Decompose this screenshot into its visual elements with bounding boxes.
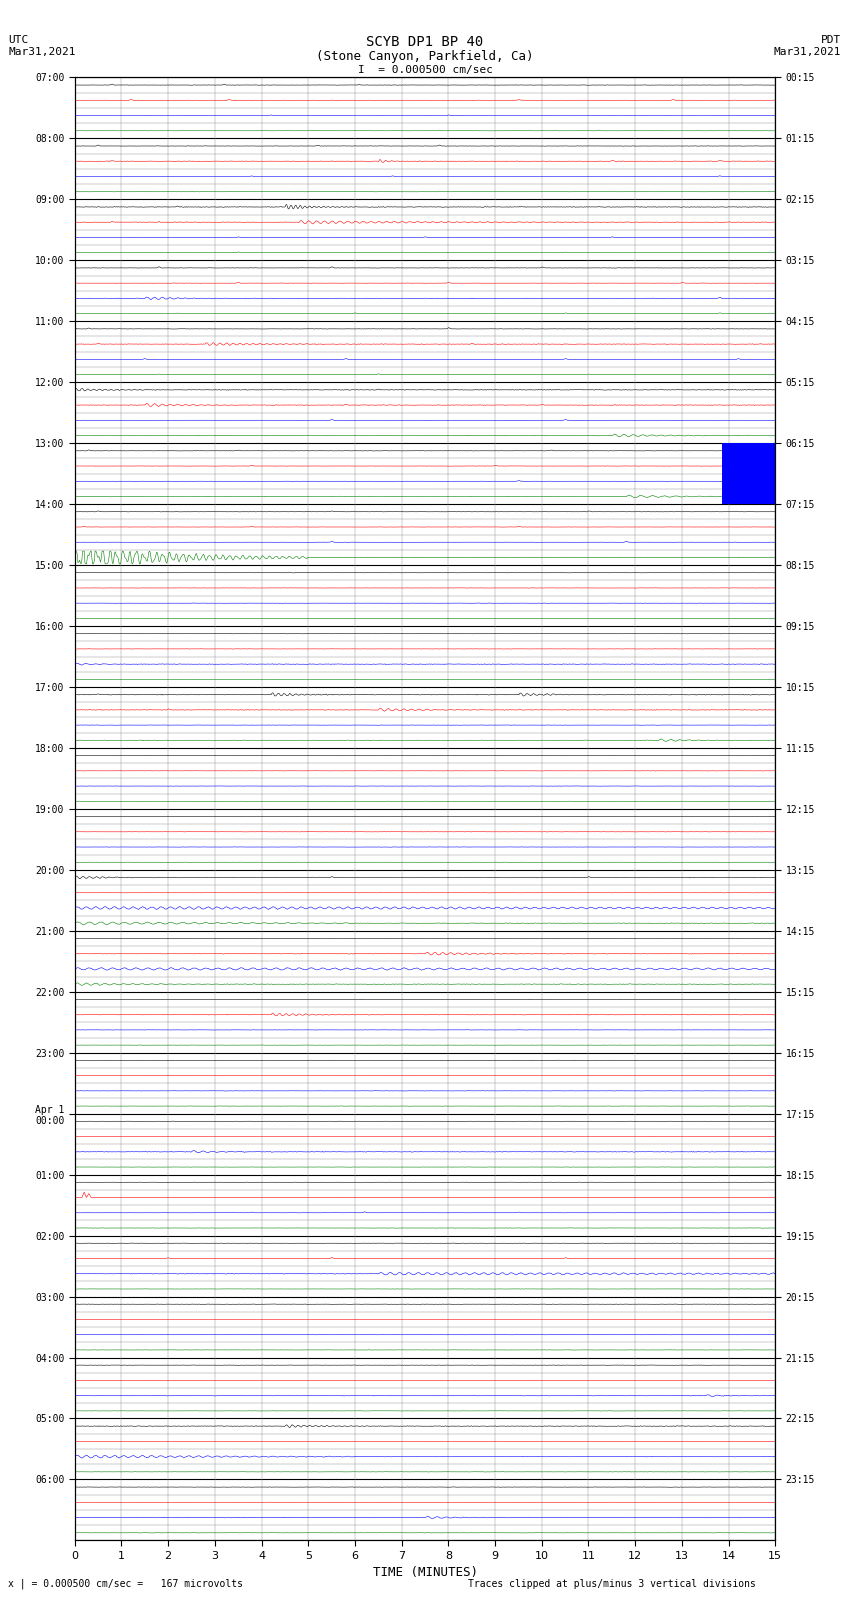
Text: I  = 0.000500 cm/sec: I = 0.000500 cm/sec <box>358 65 492 74</box>
Text: Traces clipped at plus/minus 3 vertical divisions: Traces clipped at plus/minus 3 vertical … <box>468 1579 756 1589</box>
Text: SCYB DP1 BP 40: SCYB DP1 BP 40 <box>366 35 484 50</box>
Text: (Stone Canyon, Parkfield, Ca): (Stone Canyon, Parkfield, Ca) <box>316 50 534 63</box>
Text: x | = 0.000500 cm/sec =   167 microvolts: x | = 0.000500 cm/sec = 167 microvolts <box>8 1578 243 1589</box>
Text: PDT
Mar31,2021: PDT Mar31,2021 <box>774 35 842 56</box>
Bar <box>722 444 775 505</box>
Text: UTC
Mar31,2021: UTC Mar31,2021 <box>8 35 76 56</box>
X-axis label: TIME (MINUTES): TIME (MINUTES) <box>372 1566 478 1579</box>
